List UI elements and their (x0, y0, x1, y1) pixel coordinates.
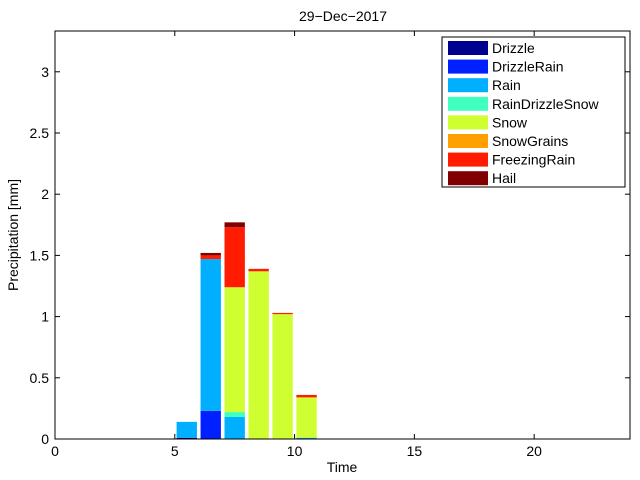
bar-segment-snow-hour-9 (272, 314, 293, 439)
legend-label-raindrizzlesnow: RainDrizzleSnow (492, 96, 599, 112)
legend-label-drizzlerain: DrizzleRain (492, 59, 564, 75)
bar-segment-freezingrain-hour-6 (200, 255, 221, 260)
bar-segment-freezingrain-hour-9 (272, 312, 293, 315)
x-tick-label-0: 0 (51, 443, 59, 459)
bars-layer (176, 222, 317, 439)
legend-swatch-drizzlerain (448, 59, 488, 74)
chart-title: 29−Dec−2017 (299, 8, 387, 24)
legend-swatch-rain (448, 78, 488, 93)
bar-segment-rain-hour-5 (176, 421, 197, 438)
ticks-layer: 0 5 10 15 20 0 0.5 1 1.5 2 2.5 3 (30, 31, 630, 459)
y-tick-label-4: 2 (41, 186, 49, 202)
legend-swatch-freezingrain (448, 152, 488, 167)
legend-label-hail: Hail (492, 170, 516, 186)
legend-swatch-snow (448, 115, 488, 130)
bar-segment-raindrizzlesnow-hour-7 (224, 412, 245, 417)
bar-segment-rain-hour-6 (200, 259, 221, 411)
bar-segment-freezingrain-hour-8 (248, 268, 269, 272)
bar-segment-snow-hour-7 (224, 287, 245, 413)
legend-swatch-hail (448, 171, 488, 186)
y-tick-label-2: 1 (41, 309, 49, 325)
legend-swatch-drizzle (448, 41, 488, 55)
bar-segment-freezingrain-hour-7 (224, 227, 245, 288)
x-tick-label-20: 20 (526, 443, 542, 459)
legend-swatch-snowgrains (448, 134, 488, 148)
bar-segment-drizzlerain-hour-6 (200, 410, 221, 439)
plot-frame (54, 30, 631, 440)
x-tick-label-15: 15 (407, 443, 423, 459)
x-tick-label-5: 5 (171, 443, 179, 459)
legend-label-rain: Rain (492, 77, 521, 93)
bar-segment-snow-hour-8 (248, 271, 269, 439)
bar-segment-freezingrain-hour-10 (296, 394, 317, 398)
bar-segment-hail-hour-7 (224, 222, 245, 228)
legend-label-freezingrain: FreezingRain (492, 152, 575, 168)
y-tick-label-6: 3 (41, 64, 49, 80)
y-axis-label: Precipitation [mm] (5, 179, 21, 291)
bar-segment-snow-hour-10 (296, 397, 317, 438)
legend: Drizzle DrizzleRain Rain RainDrizzleSnow Sno… (441, 36, 626, 188)
x-tick-label-10: 10 (287, 443, 303, 459)
bar-segment-hail-hour-6 (200, 252, 221, 256)
bar-segment-drizzle-hour-5 (176, 437, 197, 439)
y-tick-label-1: 0.5 (30, 370, 50, 386)
legend-label-snow: Snow (492, 114, 528, 130)
bar-segment-rain-hour-10 (296, 437, 317, 439)
legend-swatch-raindrizzlesnow (448, 96, 488, 111)
y-tick-label-5: 2.5 (30, 125, 50, 141)
y-tick-label-3: 1.5 (30, 247, 50, 263)
y-tick-label-0: 0 (41, 431, 49, 447)
bar-segment-rain-hour-7 (224, 416, 245, 439)
x-axis-label: Time (327, 459, 358, 475)
legend-label-snowgrains: SnowGrains (492, 133, 568, 149)
legend-label-drizzle: Drizzle (492, 40, 535, 56)
